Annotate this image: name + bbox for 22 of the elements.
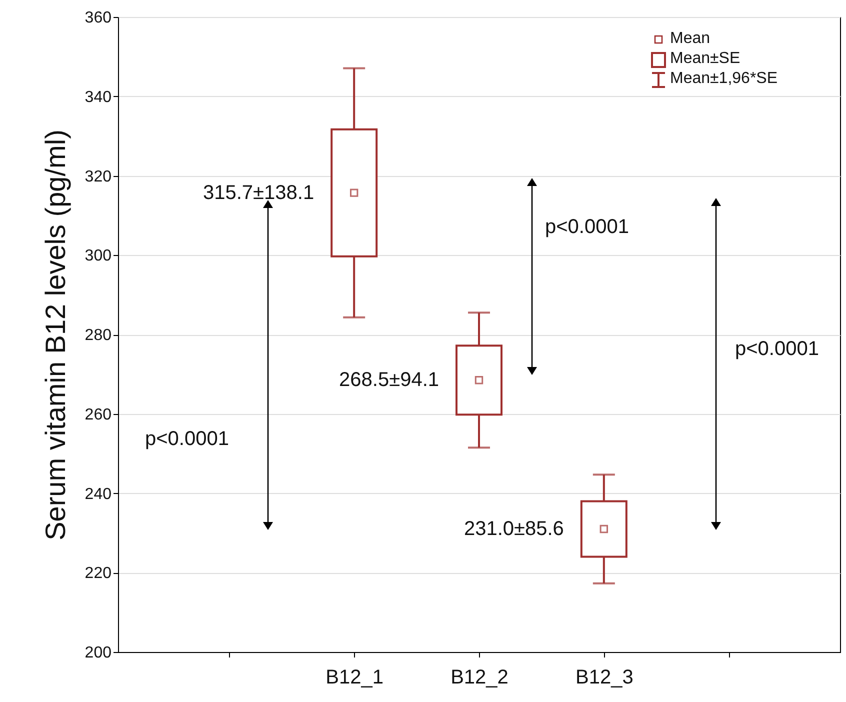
annotation: Mean±1,96*SE [670,70,778,88]
x-tick-label: B12_1 [326,666,384,688]
x-tick-label: B12_2 [450,666,508,688]
annotation: Mean [670,30,710,48]
y-tick-label: 280 [84,327,112,344]
y-tick-label: 360 [84,10,112,26]
y-tick-label: 320 [84,168,112,186]
y-axis-title: Serum vitamin B12 levels (pg/ml) [40,130,71,540]
y-tick-label: 240 [84,486,112,503]
annotation: 315.7±138.1 [203,182,314,204]
annotation: p<0.0001 [545,216,629,239]
annotation: p<0.0001 [145,428,229,451]
annotation: Mean±SE [670,50,740,68]
y-tick-label: 200 [84,644,112,662]
y-tick-label: 340 [84,88,112,106]
x-tick-label: B12_3 [575,666,634,688]
annotation: p<0.0001 [735,338,819,361]
annotation: 268.5±94.1 [339,369,439,392]
y-tick-label: 220 [84,565,112,582]
y-tick-label: 300 [84,248,112,265]
y-tick-label: 260 [84,406,112,424]
annotation: 231.0±85.6 [464,518,564,540]
